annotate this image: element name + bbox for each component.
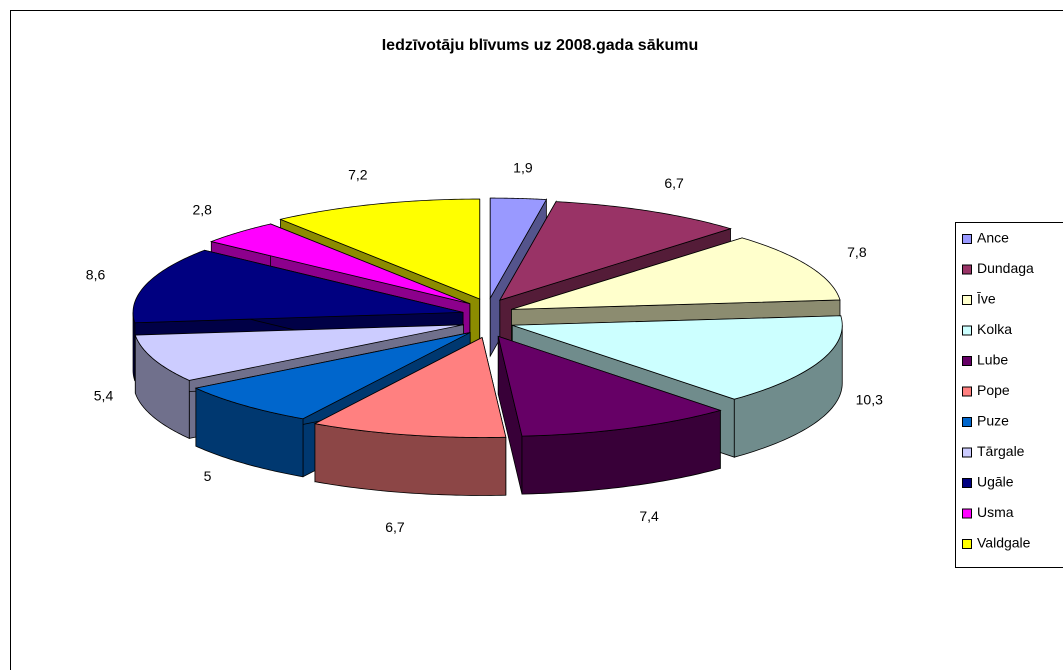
legend-label: Tārgale bbox=[977, 443, 1025, 459]
legend-label: Īve bbox=[977, 291, 996, 307]
legend-swatch bbox=[962, 478, 972, 488]
pie-slice bbox=[194, 332, 471, 420]
data-label: 2,8 bbox=[192, 201, 212, 217]
pie-slice bbox=[511, 237, 841, 310]
pie-slice bbox=[279, 198, 481, 300]
data-label: 7,8 bbox=[847, 244, 867, 260]
data-label: 1,9 bbox=[513, 159, 533, 175]
data-label: 8,6 bbox=[86, 267, 106, 283]
legend-label: Puze bbox=[977, 413, 1009, 429]
legend-swatch bbox=[962, 417, 972, 427]
legend-swatch bbox=[962, 508, 972, 519]
pie-slice bbox=[134, 324, 464, 381]
data-label: 6,7 bbox=[664, 175, 684, 191]
legend-label: Ance bbox=[977, 230, 1009, 246]
pie-slice bbox=[512, 315, 843, 400]
legend-swatch bbox=[962, 264, 972, 275]
legend-swatch bbox=[962, 234, 972, 244]
data-label: 6,7 bbox=[385, 519, 405, 535]
legend-swatch bbox=[962, 539, 972, 549]
legend-label: Ugāle bbox=[977, 474, 1014, 490]
slice bbox=[497, 335, 722, 495]
pie-slice bbox=[209, 223, 470, 305]
legend-label: Kolka bbox=[977, 321, 1012, 337]
data-label: 5,4 bbox=[94, 387, 114, 403]
data-label: 10,3 bbox=[856, 392, 883, 408]
legend-swatch bbox=[962, 325, 972, 336]
chart-title: Iedzīvotāju blīvums uz 2008.gada sākumu bbox=[382, 37, 699, 54]
pie-slice bbox=[313, 336, 507, 438]
legend-label: Dundaga bbox=[977, 260, 1034, 276]
legend-label: Valdgale bbox=[977, 535, 1031, 551]
pie-slice bbox=[489, 197, 548, 300]
slice bbox=[313, 336, 507, 496]
legend-label: Pope bbox=[977, 382, 1010, 398]
legend-box bbox=[955, 222, 1063, 568]
legend-swatch bbox=[962, 447, 972, 458]
legend-label: Usma bbox=[977, 504, 1014, 520]
legend-swatch bbox=[962, 356, 972, 366]
pie-slice bbox=[132, 249, 464, 324]
pie-slice bbox=[497, 335, 722, 437]
data-label: 5 bbox=[204, 468, 212, 484]
data-label: 7,2 bbox=[348, 167, 368, 183]
legend-swatch bbox=[962, 386, 972, 397]
legend-swatch bbox=[962, 295, 972, 305]
pie-slice bbox=[498, 201, 732, 301]
legend-label: Lube bbox=[977, 352, 1008, 368]
data-label: 7,4 bbox=[639, 508, 659, 524]
